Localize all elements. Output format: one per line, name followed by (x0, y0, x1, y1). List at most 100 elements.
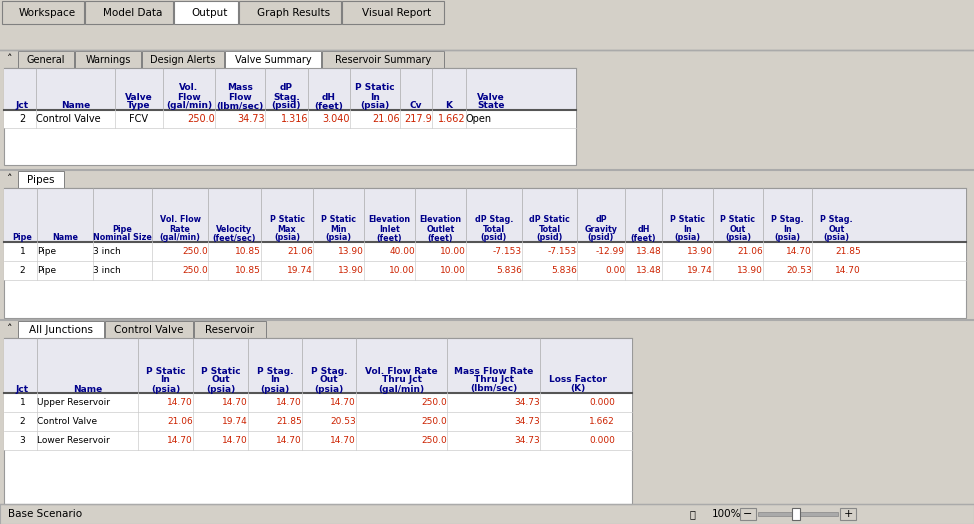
Bar (225, 51, 321, 68)
Text: Lower Reservoir: Lower Reservoir (37, 436, 110, 445)
Text: Thru Jct: Thru Jct (473, 376, 513, 385)
Text: Output: Output (192, 8, 228, 18)
Text: In: In (270, 376, 280, 385)
Text: dP Stag.: dP Stag. (474, 215, 513, 224)
Text: Pipe: Pipe (37, 266, 56, 275)
Text: 5.836: 5.836 (551, 266, 577, 275)
Text: 20.53: 20.53 (786, 266, 812, 275)
Text: Cv: Cv (410, 102, 423, 111)
Text: ˄: ˄ (7, 174, 13, 184)
Text: Valve: Valve (125, 93, 153, 102)
Text: (psia): (psia) (315, 385, 344, 394)
Text: Out: Out (730, 224, 746, 234)
Text: 🔍: 🔍 (690, 509, 695, 519)
Text: K: K (445, 102, 453, 111)
Text: 14.70: 14.70 (277, 398, 302, 407)
Text: 250.0: 250.0 (187, 114, 215, 124)
Text: 14.70: 14.70 (222, 398, 248, 407)
Text: -12.99: -12.99 (596, 247, 625, 256)
Text: State: State (477, 102, 505, 111)
Text: Reservoir: Reservoir (206, 325, 254, 335)
Text: 1: 1 (19, 247, 25, 256)
Text: Vol. Flow: Vol. Flow (160, 215, 201, 224)
Bar (105, 321, 193, 338)
Text: (psia): (psia) (206, 385, 235, 394)
Bar (4, 338, 632, 393)
Text: 250.0: 250.0 (421, 436, 447, 445)
Text: -7.153: -7.153 (493, 247, 522, 256)
Text: dP Static: dP Static (529, 215, 570, 224)
Text: (psia): (psia) (325, 234, 352, 243)
Text: (feet): (feet) (428, 234, 453, 243)
Text: 34.73: 34.73 (514, 417, 540, 426)
Text: Base Scenario: Base Scenario (8, 509, 82, 519)
Bar (0, 170, 974, 188)
Text: Out: Out (211, 376, 230, 385)
Text: (feet): (feet) (631, 234, 656, 243)
Text: 10.00: 10.00 (440, 247, 466, 256)
Text: 3 inch: 3 inch (93, 247, 121, 256)
Text: 1: 1 (19, 398, 25, 407)
Bar (0, 170, 974, 320)
Text: 14.70: 14.70 (168, 436, 193, 445)
Text: Pipes: Pipes (27, 175, 55, 185)
Text: 19.74: 19.74 (688, 266, 713, 275)
Text: P Static: P Static (270, 215, 305, 224)
Text: 0.000: 0.000 (589, 436, 615, 445)
Text: 14.70: 14.70 (168, 398, 193, 407)
Bar (18, 171, 64, 188)
Text: (lbm/sec): (lbm/sec) (216, 102, 264, 111)
Text: Valve Summary: Valve Summary (235, 55, 312, 65)
Text: 1.316: 1.316 (281, 114, 308, 124)
Text: (psid): (psid) (272, 102, 301, 111)
Text: (gal/min): (gal/min) (379, 385, 425, 394)
Text: All Junctions: All Junctions (29, 325, 93, 335)
Text: 3.040: 3.040 (322, 114, 350, 124)
Text: Jct: Jct (16, 102, 28, 111)
Text: Control Valve: Control Valve (36, 114, 100, 124)
Text: Gravity: Gravity (584, 224, 618, 234)
Bar (0, 320, 974, 510)
Text: +: + (843, 509, 852, 519)
Text: Jct: Jct (16, 385, 29, 394)
Text: 1.662: 1.662 (438, 114, 466, 124)
Text: (psia): (psia) (774, 234, 801, 243)
Bar (4, 412, 632, 431)
Text: 250.0: 250.0 (421, 417, 447, 426)
Text: 19.74: 19.74 (287, 266, 313, 275)
Bar (740, 508, 756, 520)
Text: 34.73: 34.73 (514, 398, 540, 407)
Bar (0, 50, 974, 170)
Text: 217.9: 217.9 (404, 114, 432, 124)
Bar (174, 1, 238, 24)
Text: Pipe: Pipe (13, 234, 32, 243)
Text: 21.06: 21.06 (287, 247, 313, 256)
Bar (0, 24, 974, 50)
Text: Elevation: Elevation (420, 215, 462, 224)
Text: P Stag.: P Stag. (771, 215, 804, 224)
Text: (psia): (psia) (360, 102, 390, 111)
Text: ˄: ˄ (7, 54, 13, 64)
Bar (239, 1, 341, 24)
Text: 13.90: 13.90 (737, 266, 763, 275)
Text: Mass: Mass (227, 83, 253, 93)
Bar (4, 110, 576, 128)
Text: -7.153: -7.153 (547, 247, 577, 256)
Text: Graph Results: Graph Results (257, 8, 330, 18)
Bar (18, 51, 74, 68)
Text: 21.06: 21.06 (168, 417, 193, 426)
Text: Velocity: Velocity (216, 224, 252, 234)
Text: 21.06: 21.06 (737, 247, 763, 256)
Text: 2: 2 (19, 417, 25, 426)
Bar (18, 321, 104, 338)
Text: 34.73: 34.73 (238, 114, 265, 124)
Bar (4, 68, 576, 110)
Text: Min: Min (330, 224, 347, 234)
Text: Vol.: Vol. (179, 83, 199, 93)
Bar (342, 1, 444, 24)
Text: In: In (370, 93, 380, 102)
Text: General: General (26, 55, 65, 65)
Text: 100%: 100% (712, 509, 741, 519)
Text: In: In (783, 224, 792, 234)
Bar (4, 431, 632, 450)
